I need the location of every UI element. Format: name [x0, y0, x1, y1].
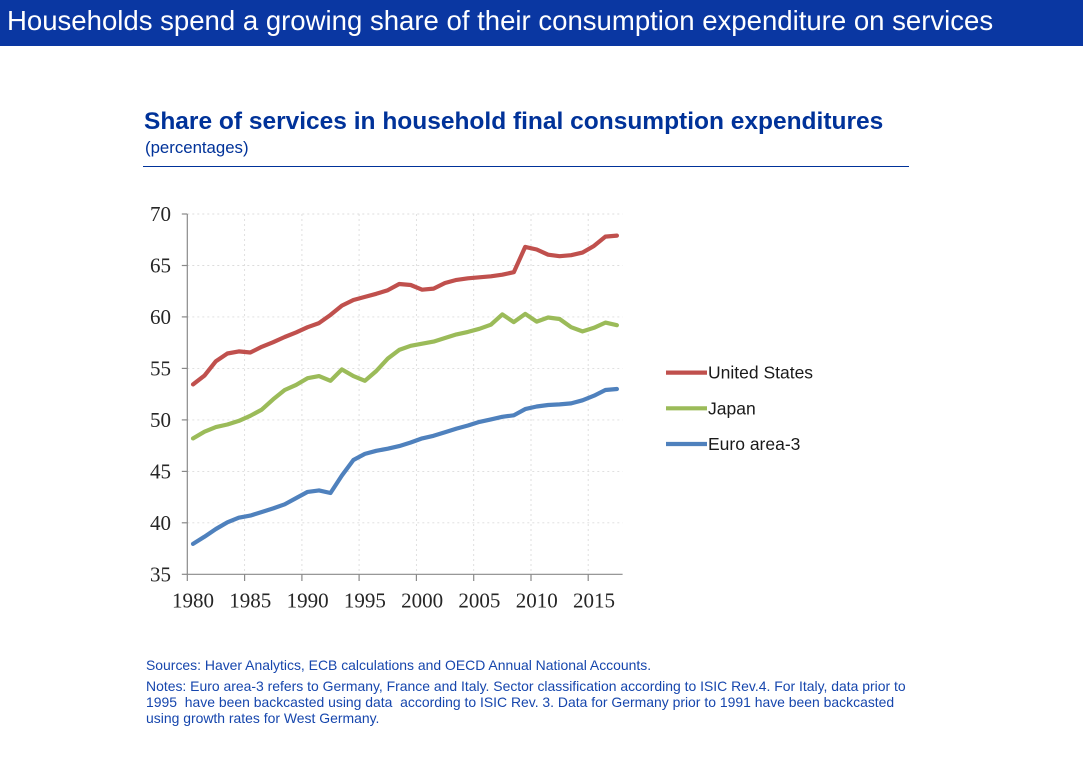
svg-text:2000: 2000 [401, 589, 443, 613]
svg-text:1980: 1980 [172, 589, 214, 613]
svg-text:1990: 1990 [287, 589, 329, 613]
svg-text:Japan: Japan [708, 398, 756, 418]
svg-text:United States: United States [708, 363, 813, 383]
svg-text:65: 65 [150, 254, 171, 278]
svg-text:60: 60 [150, 305, 171, 329]
svg-text:50: 50 [150, 408, 171, 432]
svg-text:35: 35 [150, 562, 171, 586]
svg-text:2005: 2005 [458, 589, 500, 613]
svg-text:Euro area-3: Euro area-3 [708, 434, 800, 454]
svg-text:1985: 1985 [229, 589, 271, 613]
svg-text:55: 55 [150, 356, 171, 380]
svg-text:45: 45 [150, 459, 171, 483]
svg-text:2015: 2015 [573, 589, 615, 613]
svg-text:70: 70 [150, 202, 171, 226]
svg-text:40: 40 [150, 511, 171, 535]
svg-text:2010: 2010 [516, 589, 558, 613]
svg-text:1995: 1995 [344, 589, 386, 613]
